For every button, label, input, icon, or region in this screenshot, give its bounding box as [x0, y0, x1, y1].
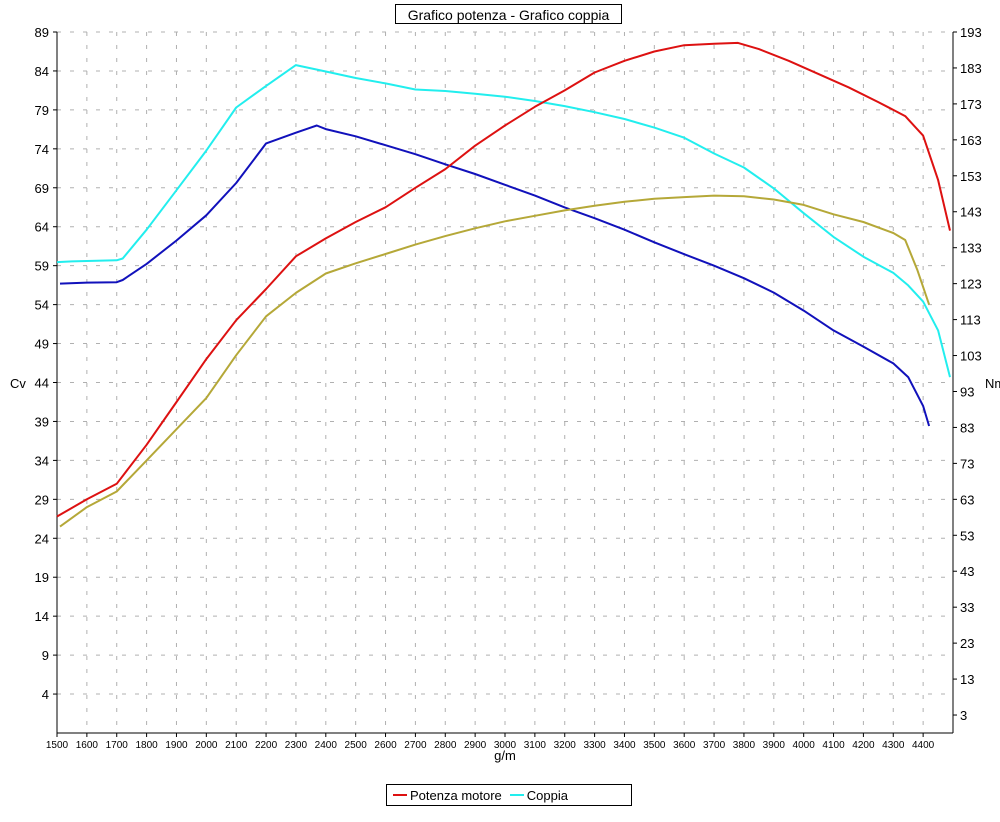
right-tick-label: 163 — [960, 133, 982, 148]
left-tick-label: 79 — [35, 103, 49, 118]
series-line-3 — [59, 194, 931, 528]
x-tick-label: 1600 — [76, 740, 99, 751]
left-tick-label: 39 — [35, 414, 49, 429]
right-tick-label: 43 — [960, 564, 974, 579]
left-tick-label: 24 — [35, 531, 49, 546]
left-tick-label: 44 — [35, 376, 49, 391]
x-tick-label: 3300 — [583, 740, 606, 751]
right-tick-label: 33 — [960, 600, 974, 615]
x-tick-label: 2700 — [404, 740, 427, 751]
x-tick-label: 2300 — [285, 740, 308, 751]
legend-swatch-coppia — [509, 794, 524, 796]
legend-swatch-potenza — [393, 794, 407, 796]
x-tick-label: 2100 — [225, 740, 248, 751]
x-tick-label: 3700 — [703, 740, 726, 751]
x-tick-label: 4200 — [852, 740, 875, 751]
left-tick-label: 19 — [35, 570, 49, 585]
right-tick-label: 63 — [960, 492, 974, 507]
x-tick-label: 2800 — [434, 740, 457, 751]
x-tick-label: 2500 — [345, 740, 368, 751]
series-line-0 — [56, 41, 951, 518]
right-tick-label: 183 — [960, 61, 982, 76]
right-tick-label: 73 — [960, 456, 974, 471]
right-tick-label: 143 — [960, 205, 982, 220]
x-tick-label: 3400 — [613, 740, 636, 751]
x-tick-label: 3600 — [673, 740, 696, 751]
left-tick-label: 59 — [35, 259, 49, 274]
right-tick-label: 153 — [960, 169, 982, 184]
legend-label-potenza: Potenza motore — [410, 787, 502, 803]
x-tick-label: 4100 — [822, 740, 845, 751]
x-tick-label: 4300 — [882, 740, 905, 751]
right-tick-label: 83 — [960, 420, 974, 435]
chart-title: Grafico potenza - Grafico coppia — [395, 4, 622, 24]
x-tick-label: 2000 — [195, 740, 218, 751]
left-tick-label: 74 — [35, 142, 49, 157]
left-tick-label: 64 — [35, 220, 49, 235]
right-tick-label: 123 — [960, 277, 982, 292]
x-tick-label: 2900 — [464, 740, 487, 751]
x-tick-label: 3200 — [554, 740, 577, 751]
x-tick-label: 4400 — [912, 740, 935, 751]
x-tick-label: 4000 — [793, 740, 816, 751]
left-tick-label: 34 — [35, 453, 49, 468]
left-tick-label: 49 — [35, 337, 49, 352]
x-tick-label: 3800 — [733, 740, 756, 751]
right-tick-label: 133 — [960, 241, 982, 256]
x-tick-label: 2600 — [374, 740, 397, 751]
legend-item-coppia: Coppia — [509, 787, 568, 803]
x-tick-label: 1700 — [106, 740, 129, 751]
right-tick-label: 13 — [960, 672, 974, 687]
x-tick-label: 3100 — [524, 740, 547, 751]
x-tick-label: 2200 — [255, 740, 278, 751]
legend-label-coppia: Coppia — [526, 787, 568, 803]
left-tick-label: 84 — [35, 64, 49, 79]
left-tick-label: 14 — [35, 609, 49, 624]
y-axis-left-label: Cv — [10, 376, 26, 391]
left-tick-label: 29 — [35, 492, 49, 507]
right-tick-label: 103 — [960, 349, 982, 364]
x-tick-label: 3000 — [494, 740, 517, 751]
right-tick-label: 173 — [960, 97, 982, 112]
x-tick-label: 1500 — [46, 740, 69, 751]
right-tick-label: 113 — [960, 313, 981, 328]
right-tick-label: 23 — [960, 636, 974, 651]
x-axis-label: g/m — [494, 748, 516, 763]
left-tick-label: 54 — [35, 298, 49, 313]
series-line-1 — [56, 64, 951, 378]
left-tick-label: 4 — [42, 687, 49, 702]
chart-legend: Potenza motore Coppia — [386, 784, 632, 806]
left-tick-label: 89 — [35, 25, 49, 40]
right-tick-label: 3 — [960, 708, 967, 723]
x-tick-label: 2400 — [315, 740, 338, 751]
right-tick-label: 93 — [960, 384, 974, 399]
x-tick-label: 1900 — [165, 740, 188, 751]
right-tick-label: 193 — [960, 25, 982, 40]
y-axis-right-label: Nm — [985, 376, 1000, 391]
x-tick-label: 1800 — [135, 740, 158, 751]
left-tick-label: 69 — [35, 181, 49, 196]
x-tick-label: 3900 — [763, 740, 786, 751]
left-tick-label: 9 — [42, 648, 49, 663]
series-line-2 — [59, 124, 931, 427]
x-tick-label: 3500 — [643, 740, 666, 751]
right-tick-label: 53 — [960, 528, 974, 543]
legend-item-potenza: Potenza motore — [393, 788, 502, 803]
